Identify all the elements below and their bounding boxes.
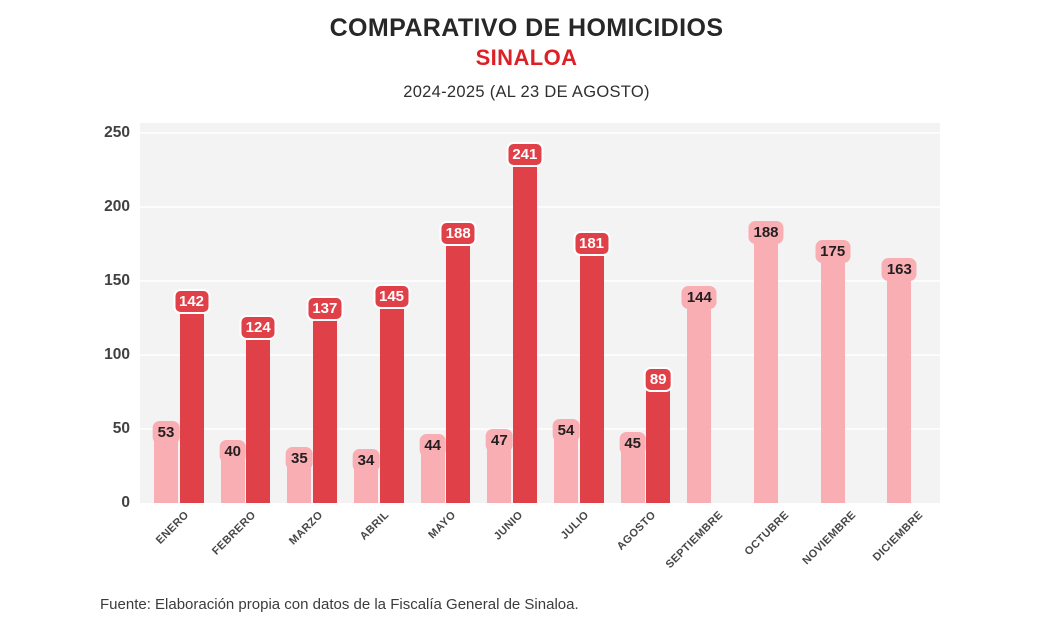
chart-period: 2024-2025 (AL 23 DE AGOSTO) [403,83,650,101]
gridline-150 [140,280,940,282]
bar-value-label: 40 [219,439,246,463]
bar-red-enero: 142 [172,288,211,503]
plot-area: 53 142 40 124 35 137 34 145 44 188 47 241 54 181 45 89 1… [140,123,940,503]
bar-value-label: 241 [506,142,544,168]
bar-value-label: 137 [306,296,344,322]
gridline-250 [140,132,940,134]
x-axis-label-agosto: AGOSTO [614,509,659,553]
bar-red-abril: 145 [372,284,411,503]
bar-value-label: 142 [172,288,211,314]
bar-value-label: 188 [439,220,477,246]
y-axis-tick-50: 50 [112,420,130,437]
bar-red-agosto: 89 [643,367,673,503]
y-axis-tick-200: 200 [104,198,130,215]
bar-pink-febrero: 40 [219,439,246,503]
x-axis-label-febrero: FEBRERO [209,509,259,558]
bar-value-label: 44 [419,433,446,457]
bar-pink-septiembre: 144 [681,285,717,503]
bar-pink-diciembre: 163 [881,257,917,503]
bar-value-label: 45 [619,432,646,456]
bar-red-mayo: 188 [439,220,477,503]
bar-value-label: 188 [748,220,784,244]
x-axis-label-noviembre: NOVIEMBRE [800,509,859,568]
x-axis-label-octubre: OCTUBRE [742,509,792,558]
source-note: Fuente: Elaboración propia con datos de … [100,596,579,613]
x-axis-label-julio: JULIO [558,509,592,542]
bar-red-febrero: 124 [239,315,277,503]
bar-value-label: 145 [372,284,411,310]
bar-value-label: 181 [572,231,611,257]
bar-value-label: 163 [881,257,917,281]
x-axis-label-septiembre: SEPTIEMBRE [663,509,726,571]
bar-value-label: 144 [681,285,717,309]
bar-pink-junio: 47 [485,429,513,503]
y-axis-tick-100: 100 [104,346,130,363]
bar-value-label: 53 [152,420,180,444]
bar-red-julio: 181 [572,231,611,503]
bar-pink-enero: 53 [152,420,180,503]
gridline-100 [140,354,940,356]
bar-pink-marzo: 35 [285,447,313,503]
bar-pink-abril: 34 [352,448,380,503]
bar-pink-mayo: 44 [419,433,446,503]
bar-pink-julio: 54 [552,419,580,503]
bar-red-marzo: 137 [306,296,344,503]
y-axis-tick-250: 250 [104,124,130,141]
x-axis-label-abril: ABRIL [358,509,392,543]
bar-pink-agosto: 45 [619,432,646,503]
bar-value-label: 54 [552,419,580,443]
gridline-200 [140,206,940,208]
x-axis-label-marzo: MARZO [286,509,326,548]
bar-pink-octubre: 188 [748,220,784,503]
bar-value-label: 175 [815,240,851,263]
bar-value-label: 89 [643,367,673,393]
x-axis-label-mayo: MAYO [426,509,459,542]
y-axis-tick-150: 150 [104,272,130,289]
chart-subtitle: SINALOA [475,45,578,70]
gridline-50 [140,428,940,430]
bar-red-junio: 241 [506,142,544,503]
chart-title: COMPARATIVO DE HOMICIDIOS [329,14,724,42]
x-axis-label-diciembre: DICIEMBRE [870,509,926,564]
bar-pink-noviembre: 175 [815,240,851,503]
bar-value-label: 47 [485,429,513,453]
bar-value-label: 35 [285,447,313,471]
y-axis-tick-0: 0 [121,494,130,511]
bar-value-label: 34 [352,448,380,472]
bar-value-label: 124 [239,315,277,341]
x-axis-label-junio: JUNIO [491,509,526,543]
x-axis-label-enero: ENERO [154,509,192,547]
